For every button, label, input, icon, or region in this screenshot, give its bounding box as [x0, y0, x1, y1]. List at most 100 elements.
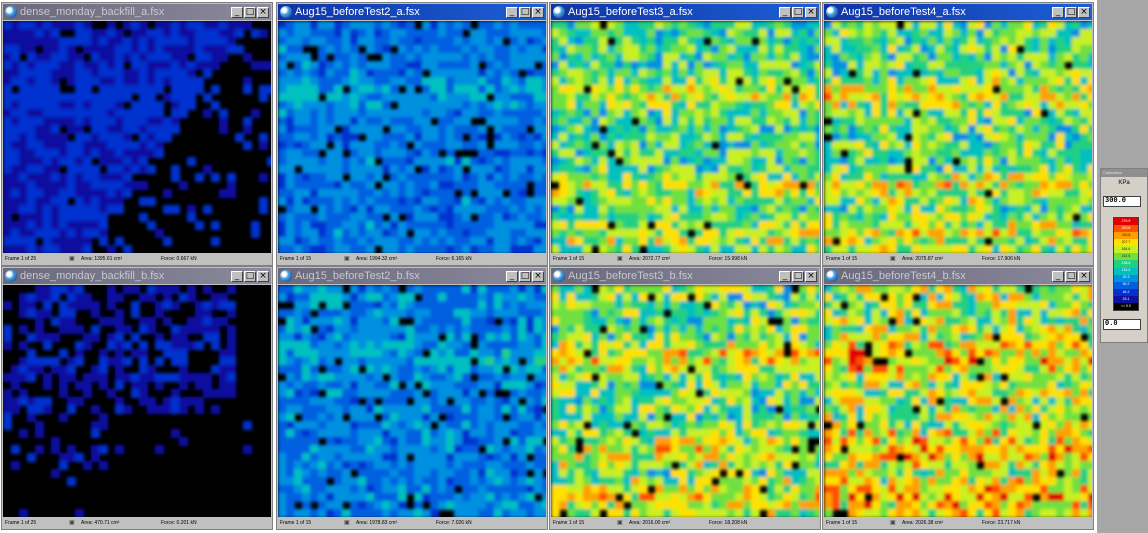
minimize-button[interactable]: _	[506, 270, 518, 282]
minimize-button[interactable]: _	[779, 6, 791, 18]
legend-scale-step: 23.1	[1114, 295, 1138, 303]
legend-scale-step: 230.8	[1114, 232, 1138, 240]
window-statusbar: Frame 1 of 15 ▣ Area: 1994.32 cm² Force:…	[278, 254, 546, 264]
window-titlebar[interactable]: dense_monday_backfill_b.fsx _ □ ×	[3, 268, 271, 284]
window-title: Aug15_beforeTest3_b.fsx	[568, 270, 693, 282]
legend-color-bar: 276.9 253.8 230.8 207.7 184.6 161.5 138.5 115.4…	[1113, 217, 1139, 311]
close-button[interactable]: ×	[257, 6, 269, 18]
maximize-button[interactable]: □	[244, 270, 256, 282]
close-button[interactable]: ×	[532, 6, 544, 18]
app-globe-icon	[553, 6, 565, 18]
legend-scale-step: 46.2	[1114, 288, 1138, 296]
window-titlebar[interactable]: Aug15_beforeTest2_b.fsx _ □ ×	[278, 268, 546, 284]
area-readout: Area: 470.71 cm²	[81, 520, 120, 526]
minimize-button[interactable]: _	[1052, 6, 1064, 18]
area-icon: ▣	[344, 520, 350, 526]
legend-max-input[interactable]: 300.0	[1103, 196, 1141, 207]
force-readout: Force: 17.906 kN	[982, 256, 1021, 262]
legend-scale-step: <= 0.0	[1114, 302, 1138, 311]
area-icon: ▣	[69, 256, 75, 262]
pressure-map[interactable]	[3, 285, 271, 517]
area-readout: Area: 2026.38 cm²	[902, 520, 944, 526]
window-titlebar[interactable]: Aug15_beforeTest4_b.fsx _ □ ×	[824, 268, 1092, 284]
frame-counter: Frame 1 of 15	[280, 256, 312, 262]
maximize-button[interactable]: □	[792, 270, 804, 282]
frame-counter: Frame 1 of 15	[553, 256, 585, 262]
close-button[interactable]: ×	[805, 270, 817, 282]
sensor-window[interactable]: Aug15_beforeTest2_b.fsx _ □ × Frame 1 of…	[276, 266, 548, 530]
app-globe-icon	[5, 270, 17, 282]
area-icon: ▣	[617, 256, 623, 262]
minimize-button[interactable]: _	[231, 6, 243, 18]
area-readout: Area: 1978.83 cm²	[356, 520, 398, 526]
frame-counter: Frame 1 of 15	[826, 520, 858, 526]
app-globe-icon	[5, 6, 17, 18]
maximize-button[interactable]: □	[1065, 6, 1077, 18]
window-titlebar[interactable]: Aug15_beforeTest3_a.fsx _ □ ×	[551, 4, 819, 20]
pressure-map[interactable]	[3, 21, 271, 253]
pressure-heatmap	[3, 285, 252, 517]
window-titlebar[interactable]: dense_monday_backfill_a.fsx _ □ ×	[3, 4, 271, 20]
pressure-heatmap	[278, 285, 546, 517]
frame-counter: Frame 1 of 15	[826, 256, 858, 262]
sensor-window[interactable]: dense_monday_backfill_a.fsx _ □ × Frame …	[1, 2, 273, 266]
window-titlebar[interactable]: Aug15_beforeTest4_a.fsx _ □ ×	[824, 4, 1092, 20]
maximize-button[interactable]: □	[792, 6, 804, 18]
close-button[interactable]: ×	[805, 6, 817, 18]
sensor-window[interactable]: Aug15_beforeTest4_b.fsx _ □ × Frame 1 of…	[822, 266, 1094, 530]
legend-scale-step: 138.5	[1114, 260, 1138, 268]
maximize-button[interactable]: □	[1065, 270, 1077, 282]
window-title: dense_monday_backfill_a.fsx	[20, 6, 165, 18]
window-statusbar: Frame 1 of 25 ▣ Area: 1395.61 cm² Force:…	[3, 254, 271, 264]
area-icon: ▣	[890, 520, 896, 526]
force-readout: Force: 0.667 kN	[161, 256, 197, 262]
area-readout: Area: 1395.61 cm²	[81, 256, 123, 262]
window-title: Aug15_beforeTest3_a.fsx	[568, 6, 693, 18]
pressure-map[interactable]	[278, 285, 546, 517]
maximize-button[interactable]: □	[519, 270, 531, 282]
pressure-map[interactable]	[824, 21, 1092, 253]
window-titlebar[interactable]: Aug15_beforeTest2_a.fsx _ □ ×	[278, 4, 546, 20]
sensor-window[interactable]: Aug15_beforeTest2_a.fsx _ □ × Frame 1 of…	[276, 2, 548, 266]
minimize-button[interactable]: _	[506, 6, 518, 18]
maximize-button[interactable]: □	[244, 6, 256, 18]
minimize-button[interactable]: _	[1052, 270, 1064, 282]
minimize-button[interactable]: _	[779, 270, 791, 282]
area-icon: ▣	[344, 256, 350, 262]
force-readout: Force: 15.998 kN	[709, 256, 748, 262]
close-button[interactable]: ×	[1078, 6, 1090, 18]
pressure-map[interactable]	[278, 21, 546, 253]
area-readout: Area: 2075.87 cm²	[902, 256, 944, 262]
close-button[interactable]: ×	[532, 270, 544, 282]
maximize-button[interactable]: □	[519, 6, 531, 18]
pressure-map[interactable]	[824, 285, 1092, 517]
app-globe-icon	[553, 270, 565, 282]
force-readout: Force: 0.201 kN	[161, 520, 197, 526]
pressure-heatmap	[551, 21, 819, 253]
window-statusbar: Frame 1 of 25 ▣ Area: 470.71 cm² Force: …	[3, 518, 271, 528]
force-readout: Force: 6.165 kN	[436, 256, 472, 262]
area-readout: Area: 1994.32 cm²	[356, 256, 398, 262]
area-readout: Area: 2072.77 cm²	[629, 256, 671, 262]
window-statusbar: Frame 1 of 15 ▣ Area: 2026.38 cm² Force:…	[824, 518, 1092, 528]
pressure-map[interactable]	[551, 21, 819, 253]
close-button[interactable]: ×	[257, 270, 269, 282]
sensor-window[interactable]: Aug15_beforeTest3_b.fsx _ □ × Frame 1 of…	[549, 266, 821, 530]
side-panel: Calibration KPa 300.0 276.9 253.8 230.8 207…	[1097, 0, 1148, 533]
sensor-window[interactable]: dense_monday_backfill_b.fsx _ □ × Frame …	[1, 266, 273, 530]
pressure-heatmap	[278, 21, 546, 253]
window-titlebar[interactable]: Aug15_beforeTest3_b.fsx _ □ ×	[551, 268, 819, 284]
legend-scale-step: 207.7	[1114, 239, 1138, 247]
minimize-button[interactable]: _	[231, 270, 243, 282]
pressure-map[interactable]	[551, 285, 819, 517]
app-globe-icon	[826, 270, 838, 282]
legend-min-input[interactable]: 0.0	[1103, 319, 1141, 330]
close-button[interactable]: ×	[1078, 270, 1090, 282]
window-statusbar: Frame 1 of 15 ▣ Area: 1978.83 cm² Force:…	[278, 518, 546, 528]
frame-counter: Frame 1 of 15	[553, 520, 585, 526]
legend-scale-step: 184.6	[1114, 246, 1138, 254]
sensor-window[interactable]: Aug15_beforeTest4_a.fsx _ □ × Frame 1 of…	[822, 2, 1094, 266]
sensor-window[interactable]: Aug15_beforeTest3_a.fsx _ □ × Frame 1 of…	[549, 2, 821, 266]
pressure-heatmap	[551, 285, 819, 517]
area-icon: ▣	[617, 520, 623, 526]
